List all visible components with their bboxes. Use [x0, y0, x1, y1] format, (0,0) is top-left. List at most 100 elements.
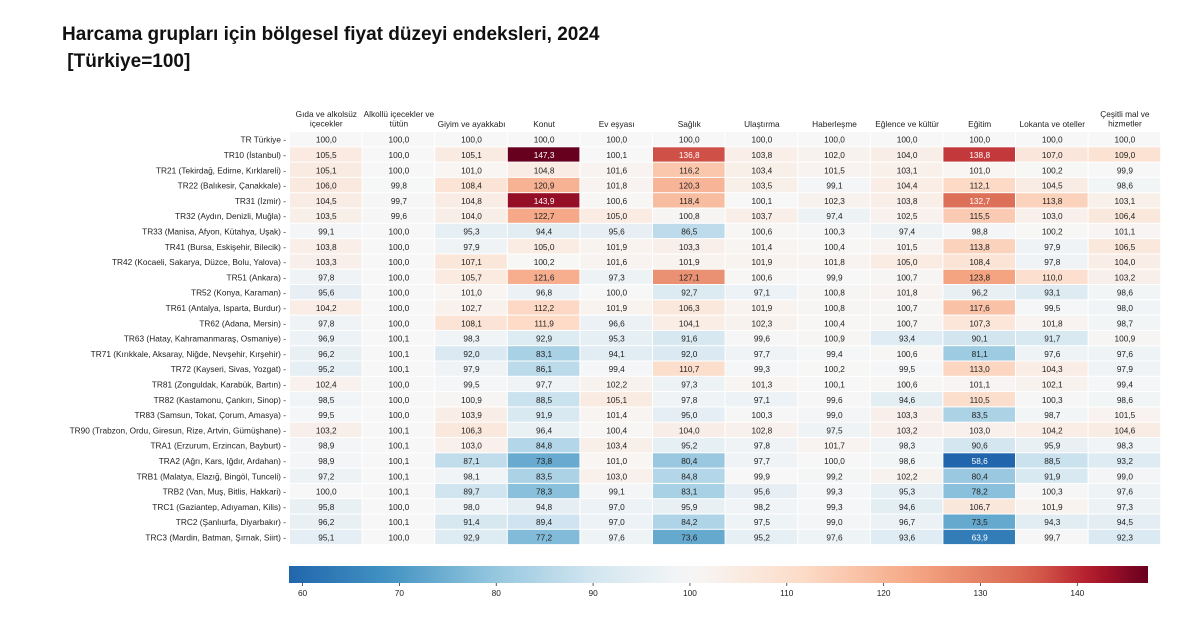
heatmap-cell — [362, 269, 435, 284]
cell-value: 100,1 — [389, 487, 410, 497]
heatmap-cell — [507, 407, 580, 422]
colorbar-tick-label: 90 — [588, 588, 598, 598]
heatmap-cell — [798, 438, 870, 453]
cell-value: 101,8 — [824, 257, 845, 267]
heatmap-cell — [653, 254, 725, 269]
cell-value: 102,2 — [897, 471, 918, 481]
heatmap-cell — [1016, 453, 1088, 468]
heatmap-cell — [290, 285, 362, 300]
heatmap-cell — [362, 361, 435, 376]
cell-value: 92,9 — [536, 334, 553, 344]
heatmap-cell — [1016, 285, 1088, 300]
cell-value: 101,0 — [606, 456, 627, 466]
cell-value: 104,0 — [679, 425, 700, 435]
cell-value: 100,3 — [1042, 487, 1063, 497]
colorbar-tick-label: 140 — [1070, 588, 1084, 598]
cell-value: 100,7 — [897, 272, 918, 282]
heatmap-cell — [725, 162, 798, 177]
cell-value: 98,8 — [972, 226, 989, 236]
cell-value: 101,6 — [606, 257, 627, 267]
cell-value: 102,3 — [752, 318, 773, 328]
cell-value: 100,1 — [606, 150, 627, 160]
cell-value: 103,8 — [752, 150, 773, 160]
heatmap-cell — [870, 300, 943, 315]
heatmap-cell — [290, 223, 362, 239]
heatmap-cell — [870, 223, 943, 239]
heatmap-cell — [798, 223, 870, 239]
colorbar-tick-label: 130 — [974, 588, 988, 598]
heatmap-cell — [1016, 315, 1088, 330]
cell-value: 103,4 — [752, 165, 773, 175]
heatmap-cell — [290, 330, 362, 346]
heatmap-cell — [798, 269, 870, 284]
cell-value: 100,0 — [316, 135, 337, 145]
heatmap-cell — [362, 193, 435, 208]
colorbar: 60 70 80 90 100 110 120 130 140 — [289, 566, 1148, 598]
cell-value: 103,3 — [679, 242, 700, 252]
row-label: TR31 (İzmir) - — [235, 196, 286, 206]
cell-value: 100,1 — [389, 349, 410, 359]
cell-value: 103,3 — [316, 257, 337, 267]
cell-value: 99,9 — [826, 272, 843, 282]
colorbar-tick-label: 80 — [492, 588, 502, 598]
chart-title-line-1: Harcama grupları için bölgesel fiyat düz… — [62, 24, 600, 45]
heatmap-cell — [943, 330, 1015, 346]
heatmap-cell — [290, 269, 362, 284]
heatmap-cell — [580, 193, 652, 208]
heatmap-cell — [870, 422, 943, 437]
heatmap-cell — [653, 376, 725, 392]
heatmap-cell — [943, 177, 1015, 193]
row-label: TR83 (Samsun, Tokat, Çorum, Amasya) - — [134, 410, 286, 420]
colorbar-tick-label: 70 — [395, 588, 405, 598]
cell-value: 100,0 — [461, 135, 482, 145]
cell-value: 95,3 — [899, 487, 916, 497]
cell-value: 100,8 — [679, 211, 700, 221]
cell-value: 97,9 — [463, 364, 480, 374]
cell-value: 97,1 — [754, 395, 771, 405]
heatmap-cell — [290, 499, 362, 514]
heatmap-cell — [507, 330, 580, 346]
row-label: TR21 (Tekirdağ, Edirne, Kırklareli) - — [156, 165, 286, 175]
heatmap-cell — [725, 529, 798, 545]
heatmap-cell — [290, 422, 362, 437]
cell-value: 97,3 — [609, 272, 626, 282]
cell-value: 95,6 — [318, 288, 335, 298]
heatmap-cell — [870, 330, 943, 346]
cell-value: 101,9 — [752, 257, 773, 267]
cell-value: 99,4 — [609, 364, 626, 374]
cell-value: 95,9 — [681, 502, 698, 512]
cell-value: 100,0 — [389, 502, 410, 512]
heatmap-cell — [362, 376, 435, 392]
cell-value: 100,0 — [1115, 135, 1136, 145]
cell-value: 103,5 — [316, 211, 337, 221]
row-label: TRB1 (Malatya, Elazığ, Bingöl, Tunceli) … — [137, 471, 287, 481]
heatmap-cell — [870, 499, 943, 514]
heatmap-cell — [943, 453, 1015, 468]
cell-value: 115,5 — [970, 211, 991, 221]
heatmap-cell — [362, 483, 435, 499]
cell-value: 104,0 — [461, 211, 482, 221]
heatmap-cell — [653, 468, 725, 483]
chart-title: Harcama grupları için bölgesel fiyat düz… — [62, 21, 600, 75]
heatmap-cell — [507, 223, 580, 239]
cell-value: 78,3 — [536, 487, 553, 497]
cell-value: 109,0 — [1115, 150, 1136, 160]
cell-value: 100,8 — [824, 303, 845, 313]
cell-value: 100,1 — [389, 334, 410, 344]
cell-value: 98,2 — [754, 502, 771, 512]
cell-value: 96,2 — [972, 288, 989, 298]
cell-value: 110,5 — [970, 395, 991, 405]
cell-value: 96,7 — [899, 517, 916, 527]
heatmap-cell — [580, 132, 652, 147]
cell-value: 95,2 — [681, 441, 698, 451]
cell-value: 100,1 — [389, 471, 410, 481]
cell-value: 99,7 — [1044, 532, 1061, 542]
cell-value: 98,0 — [463, 502, 480, 512]
column-label: Sağlık — [678, 119, 702, 129]
cell-value: 111,9 — [534, 318, 554, 328]
heatmap-cell — [362, 392, 435, 407]
heatmap-cell — [798, 499, 870, 514]
heatmap-cell — [580, 315, 652, 330]
heatmap-cell — [290, 453, 362, 468]
cell-value: 78,2 — [972, 487, 989, 497]
